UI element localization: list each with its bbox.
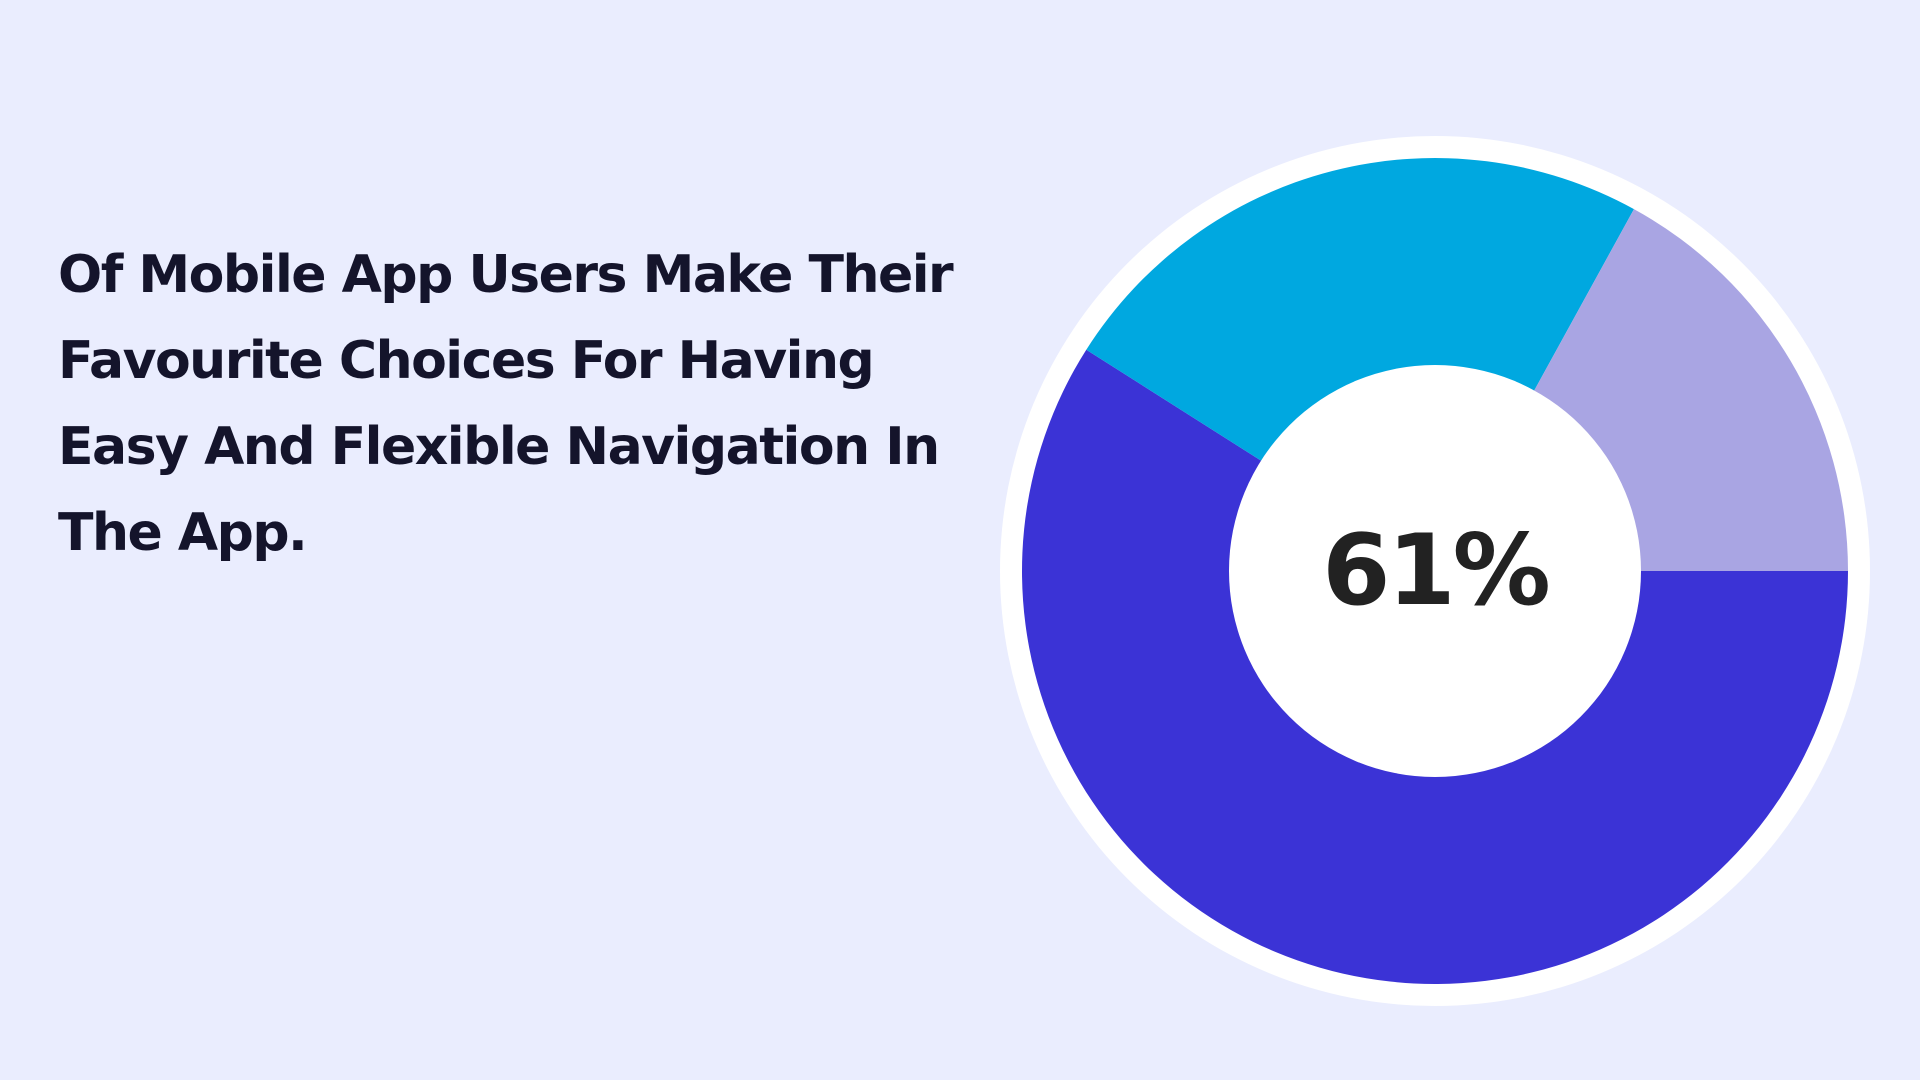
slices bbox=[1022, 158, 1848, 985]
chart-title: Of Mobile App Users Make Their Favourite… bbox=[58, 245, 954, 563]
donut-slice bbox=[1086, 158, 1634, 464]
donut-slice bbox=[1531, 209, 1848, 572]
center-label: 61% bbox=[1322, 514, 1548, 628]
donut-hole bbox=[1229, 365, 1641, 777]
donut-slice bbox=[1022, 349, 1848, 985]
